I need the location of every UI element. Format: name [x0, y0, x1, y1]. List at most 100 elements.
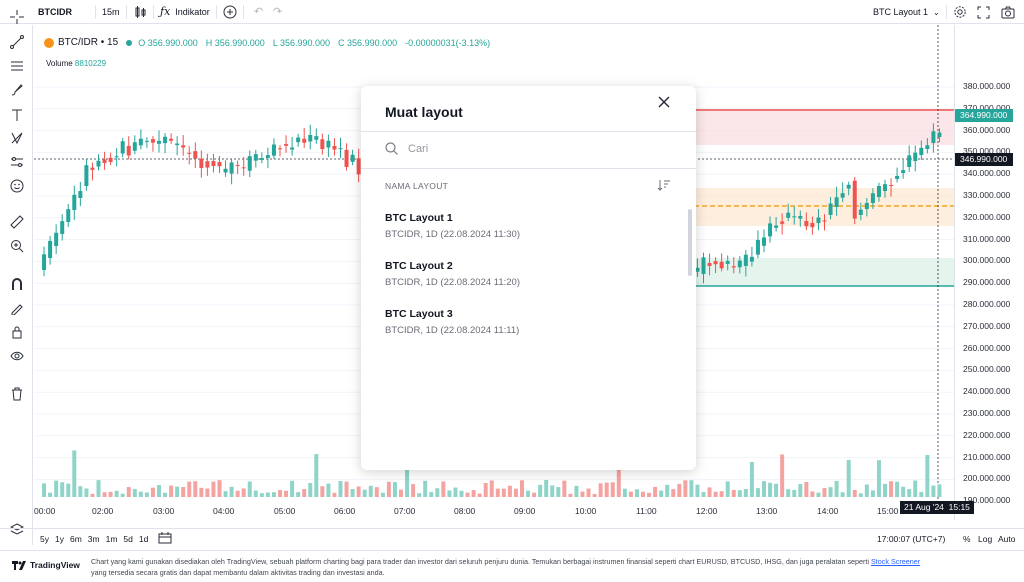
tradingview-logo[interactable]: TradingView — [12, 560, 80, 570]
lock-tool[interactable] — [8, 323, 25, 340]
date-range-button[interactable] — [158, 531, 172, 546]
volume-bar — [513, 488, 518, 497]
settings-button[interactable] — [953, 0, 967, 24]
volume-bar — [138, 491, 143, 497]
volume-bar — [302, 489, 307, 497]
footer-text-main: Chart yang kami gunakan disediakan oleh … — [91, 557, 870, 566]
zoom-tool[interactable] — [8, 237, 25, 254]
volume-bar — [150, 487, 155, 497]
scrollbar[interactable] — [688, 209, 692, 276]
undo-icon[interactable]: ↶ — [253, 6, 264, 18]
range-button[interactable]: 1d — [138, 533, 149, 544]
volume-bar — [108, 491, 113, 497]
range-button[interactable]: 1m — [105, 533, 118, 544]
magnet-tool[interactable] — [8, 275, 25, 292]
candle-body — [701, 257, 706, 275]
range-button[interactable]: 1y — [54, 533, 64, 544]
candle-body — [326, 140, 331, 148]
legend-title[interactable]: BTC/IDR • 15 — [58, 37, 119, 48]
time-tick: 02:00 — [92, 506, 114, 516]
zoom-in-icon — [10, 239, 23, 252]
compare-button[interactable] — [217, 0, 243, 24]
volume-bar — [495, 488, 500, 497]
volume-bar — [665, 484, 670, 497]
volume-bar — [66, 483, 71, 497]
price-tick: 340.000.000 — [963, 168, 1011, 179]
candle-body — [132, 142, 137, 151]
volume-bar — [501, 488, 506, 497]
volume-bar — [229, 486, 234, 497]
crosshair-tool[interactable] — [8, 8, 25, 25]
ruler-tool[interactable] — [8, 213, 25, 230]
divider — [153, 4, 154, 19]
price-scale[interactable]: 380.000.000 370.000.000 360.000.000 350.000… — [954, 25, 1024, 520]
fullscreen-button[interactable] — [977, 0, 990, 24]
range-button[interactable]: 5d — [123, 533, 133, 544]
percent-toggle[interactable]: % — [963, 533, 971, 544]
candle-body — [834, 197, 839, 207]
trendline-icon — [9, 34, 24, 49]
candle-body — [54, 232, 59, 246]
time-tick: 11:00 — [636, 506, 657, 516]
pattern-tool[interactable] — [8, 129, 25, 146]
clock[interactable]: 17:00:07 (UTC+7) — [877, 533, 946, 544]
candle-body — [259, 158, 264, 160]
volume-bar — [768, 482, 773, 497]
volume-bar — [822, 488, 827, 497]
redo-icon[interactable]: ↷ — [273, 6, 283, 18]
close-button[interactable] — [656, 94, 672, 110]
volume-bar — [175, 486, 180, 497]
text-tool[interactable] — [8, 106, 25, 123]
stock-screener-link[interactable]: Stock Screener — [871, 557, 921, 566]
fib-tool[interactable] — [8, 57, 25, 74]
brand-name: TradingView — [30, 560, 80, 570]
candle-body — [749, 256, 754, 262]
time-axis[interactable]: 00:00 02:00 03:00 04:00 05:00 06:00 07:00 08:00… — [34, 500, 974, 522]
date-ranges: 5y 1y 6m 3m 1m 5d 1d — [34, 534, 148, 544]
sort-button[interactable] — [657, 179, 671, 194]
volume-bar — [520, 480, 524, 497]
magnet-icon — [11, 277, 22, 290]
auto-toggle[interactable]: Auto — [998, 533, 1016, 544]
candle-body — [320, 139, 325, 150]
volume-bar — [48, 492, 53, 497]
volume-bar — [749, 461, 754, 497]
candle-body — [157, 140, 161, 144]
icons-tool[interactable] — [8, 177, 25, 194]
object-tree-tool[interactable] — [8, 521, 25, 538]
prediction-tool[interactable] — [8, 153, 25, 170]
layout-menu-button[interactable]: BTC Layout 1 ⌄ — [873, 0, 940, 24]
interval-button[interactable]: 15m — [96, 0, 126, 24]
volume-bar — [211, 481, 216, 497]
layout-item[interactable]: BTC Layout 2 BTCIDR, 1D (22.08.2024 11:2… — [361, 260, 686, 308]
indicators-button[interactable]: ƒx Indikator — [154, 0, 216, 24]
layout-item[interactable]: BTC Layout 3 BTCIDR, 1D (22.08.2024 11:1… — [361, 308, 686, 356]
divider — [95, 4, 96, 19]
price-tick: 370.000.000 — [963, 102, 1011, 113]
search-input[interactable]: Cari — [385, 142, 428, 155]
screenshot-button[interactable] — [1001, 0, 1015, 24]
range-button[interactable]: 6m — [69, 533, 82, 544]
volume-bar — [931, 485, 936, 497]
symbol-search-button[interactable]: BTCIDR — [0, 0, 95, 24]
candle-body — [163, 136, 168, 144]
remove-drawings-tool[interactable] — [8, 385, 25, 402]
range-button[interactable]: 3m — [87, 533, 100, 544]
layout-item[interactable]: BTC Layout 1 BTCIDR, 1D (22.08.2024 11:3… — [361, 212, 686, 260]
lock-drawing-tool[interactable] — [8, 299, 25, 316]
brush-icon — [11, 83, 23, 95]
trendline-tool[interactable] — [8, 33, 25, 50]
volume-bar — [223, 491, 228, 497]
layers-icon — [9, 522, 24, 535]
candle-body — [870, 193, 875, 203]
brush-tool[interactable] — [8, 81, 25, 98]
plus-circle-icon — [223, 5, 237, 18]
log-toggle[interactable]: Log — [978, 533, 993, 544]
symbol-label: BTCIDR — [38, 6, 72, 17]
volume-bar — [405, 459, 410, 497]
range-button[interactable]: 5y — [40, 533, 49, 544]
time-tick: 04:00 — [213, 506, 235, 516]
visibility-tool[interactable] — [8, 347, 25, 364]
volume-bar — [628, 491, 633, 497]
chart-type-button[interactable] — [127, 0, 153, 24]
